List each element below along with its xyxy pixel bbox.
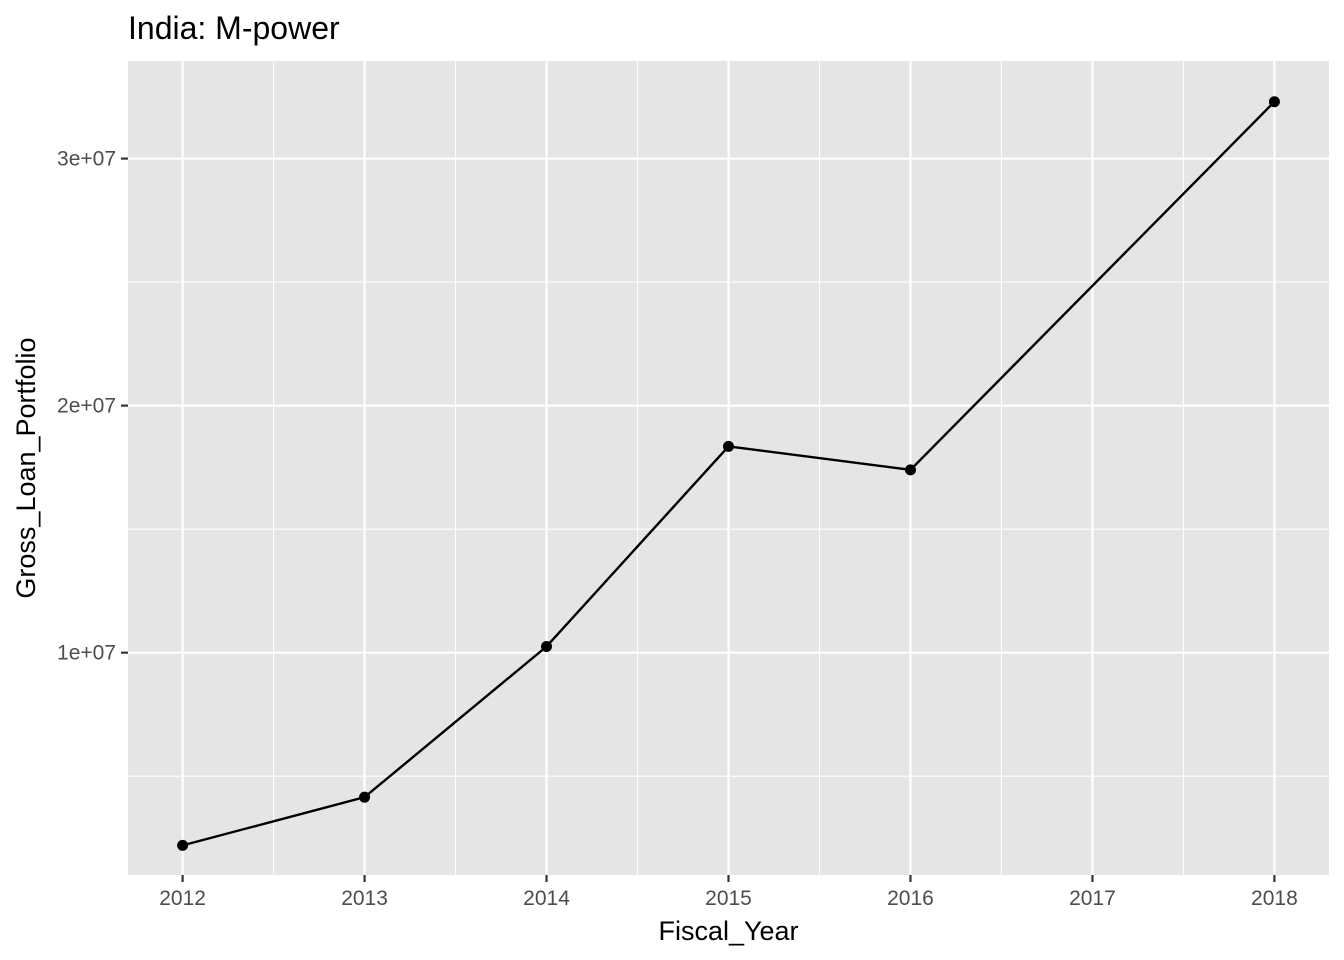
grid-lines xyxy=(128,61,1329,875)
chart-title: India: M-power xyxy=(128,10,340,46)
data-point-2013 xyxy=(359,791,371,803)
x-tick-label-2018: 2018 xyxy=(1251,887,1298,910)
data-point-2015 xyxy=(723,440,734,452)
data-point-2018 xyxy=(1268,96,1280,108)
data-point-2014 xyxy=(541,640,553,652)
y-tick-label-1e+07: 1e+07 xyxy=(57,642,116,665)
series-line xyxy=(182,100,1276,847)
axes: 2012 2013 2014 2015 2016 2017 2018 1e+07 2e+07 3e… xyxy=(57,148,1298,910)
data-point-2012 xyxy=(177,839,189,851)
x-tick-label-2012: 2012 xyxy=(159,887,206,910)
x-axis-title: Fiscal_Year xyxy=(658,916,798,946)
x-tick-label-2014: 2014 xyxy=(523,887,570,910)
y-tick-label-3e+07: 3e+07 xyxy=(57,148,116,171)
y-tick-label-2e+07: 2e+07 xyxy=(57,395,116,418)
x-tick-label-2015: 2015 xyxy=(705,887,752,910)
x-tick-label-2016: 2016 xyxy=(887,887,934,910)
x-tick-label-2013: 2013 xyxy=(341,887,388,910)
data-series xyxy=(177,96,1280,851)
x-tick-label-2017: 2017 xyxy=(1069,887,1116,910)
data-point-2016 xyxy=(904,464,916,476)
y-axis-title: Gross_Loan_Portfolio xyxy=(11,337,41,598)
